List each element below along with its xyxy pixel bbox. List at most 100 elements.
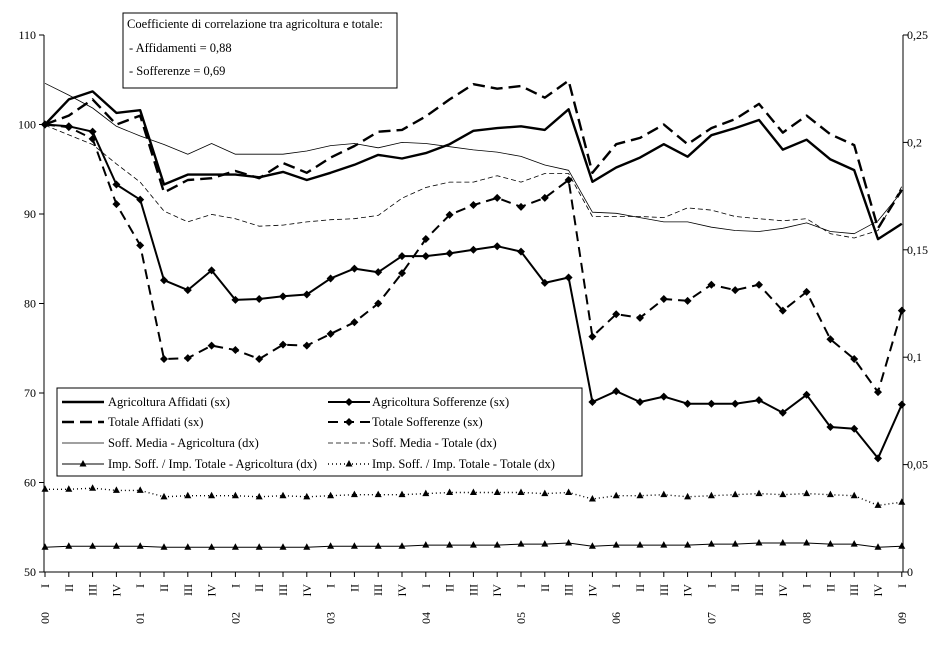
series-8-point (255, 492, 263, 500)
x-tick-label-quarter: II (728, 584, 742, 592)
series-4-point (421, 235, 430, 244)
series-7-point (303, 543, 311, 550)
series-2-point (731, 399, 740, 408)
y-tick-label-right: 0,15 (907, 243, 928, 257)
series-2-point (279, 292, 287, 301)
series-4-point (517, 202, 525, 211)
series-2-point (636, 397, 644, 406)
series-4-point (564, 175, 573, 184)
x-tick-label-quarter: IV (205, 584, 219, 597)
series-4-point (778, 306, 787, 315)
x-tick-label-quarter: III (466, 584, 480, 596)
series-4-point (683, 296, 692, 305)
series-8-point (89, 484, 97, 491)
y-tick-label-left: 100 (18, 118, 36, 132)
series-2-point (160, 276, 168, 285)
y-tick-label-left: 80 (24, 297, 36, 311)
y-tick-label-right: 0,25 (907, 28, 928, 42)
series-4-point (755, 280, 763, 289)
series-2-point (398, 252, 406, 261)
x-tick-label-quarter: III (562, 584, 576, 596)
x-tick-label-quarter: I (609, 584, 623, 588)
series-4-point (112, 200, 121, 209)
x-tick-label-quarter: I (514, 584, 528, 588)
series-line-4 (44, 123, 903, 394)
series-2-point (136, 195, 145, 204)
series-8-point (636, 491, 644, 499)
x-tick-label-quarter: III (371, 584, 385, 596)
series-7-point (826, 540, 834, 547)
series-2-point (421, 252, 430, 261)
series-4-point (731, 286, 740, 295)
series-7-point (327, 542, 335, 549)
legend-frame (56, 387, 583, 477)
series-8-point (731, 490, 739, 498)
series-8-point (374, 490, 382, 498)
series-2-point (564, 273, 573, 282)
legend-label-3: Totale Affidati (sx) (108, 415, 203, 429)
y-tick-label-right: 0,2 (907, 135, 922, 149)
series-8-point (803, 489, 811, 497)
y-tick-label-left: 60 (24, 476, 36, 490)
y-tick-label-right: 0,05 (907, 458, 928, 472)
series-4-point (231, 346, 240, 355)
x-tick-label-quarter: IV (300, 584, 314, 597)
series-4-point (636, 313, 644, 322)
series-2-point (778, 408, 787, 417)
series-2-point (112, 180, 121, 189)
series-7-point (755, 539, 763, 546)
series-7-point (874, 543, 882, 550)
series-7-point (588, 542, 596, 549)
x-tick-label-quarter: IV (871, 584, 885, 597)
x-tick-label-year: 01 (133, 612, 147, 624)
series-7-point (398, 542, 406, 549)
y-tick-label-right: 0 (907, 565, 913, 579)
x-tick-label-quarter: I (228, 584, 242, 588)
series-8-point (707, 491, 715, 499)
series-2-point (231, 295, 240, 304)
x-tick-label-quarter: I (324, 584, 338, 588)
x-tick-label-year: 09 (895, 612, 909, 624)
x-tick-label-quarter: II (157, 584, 171, 592)
series-line-6 (44, 124, 903, 239)
series-7-point (89, 542, 97, 549)
y-tick-label-left: 110 (18, 28, 36, 42)
series-4-point (374, 299, 383, 308)
x-tick-label-year: 03 (324, 612, 338, 624)
series-7-point (422, 541, 430, 548)
series-8-point (398, 490, 406, 498)
x-tick-label-quarter: II (443, 584, 457, 592)
series-7-point (65, 542, 73, 549)
series-8-point (327, 491, 335, 499)
series-7-point (850, 540, 858, 547)
y-tick-label-left: 70 (24, 386, 36, 400)
series-2-point (255, 295, 264, 304)
series-line-1 (44, 90, 903, 241)
series-4-point (540, 193, 549, 202)
series-2-point (707, 399, 716, 408)
x-tick-label-quarter: II (62, 584, 76, 592)
series-8-point (446, 488, 454, 496)
series-8-point (850, 491, 858, 499)
series-4-point (398, 269, 406, 278)
series-2-point (755, 396, 763, 405)
series-8-point (874, 501, 882, 508)
series-8-point (184, 491, 192, 499)
series-4-point (445, 210, 454, 219)
series-8-point (660, 490, 668, 498)
series-markers (41, 120, 906, 550)
legend-label-4: Totale Sofferenze (sx) (372, 415, 483, 429)
x-tick-label-quarter: I (419, 584, 433, 588)
series-2-point (374, 268, 383, 277)
legend-label-5: Soff. Media - Agricoltura (dx) (108, 436, 259, 450)
series-8-point (350, 490, 358, 498)
series-4-point (326, 329, 335, 338)
series-lines (44, 79, 903, 548)
series-7-point (446, 541, 454, 548)
series-8-point (541, 489, 549, 497)
series-2-point (659, 392, 668, 401)
legend-marker-2 (345, 398, 353, 406)
